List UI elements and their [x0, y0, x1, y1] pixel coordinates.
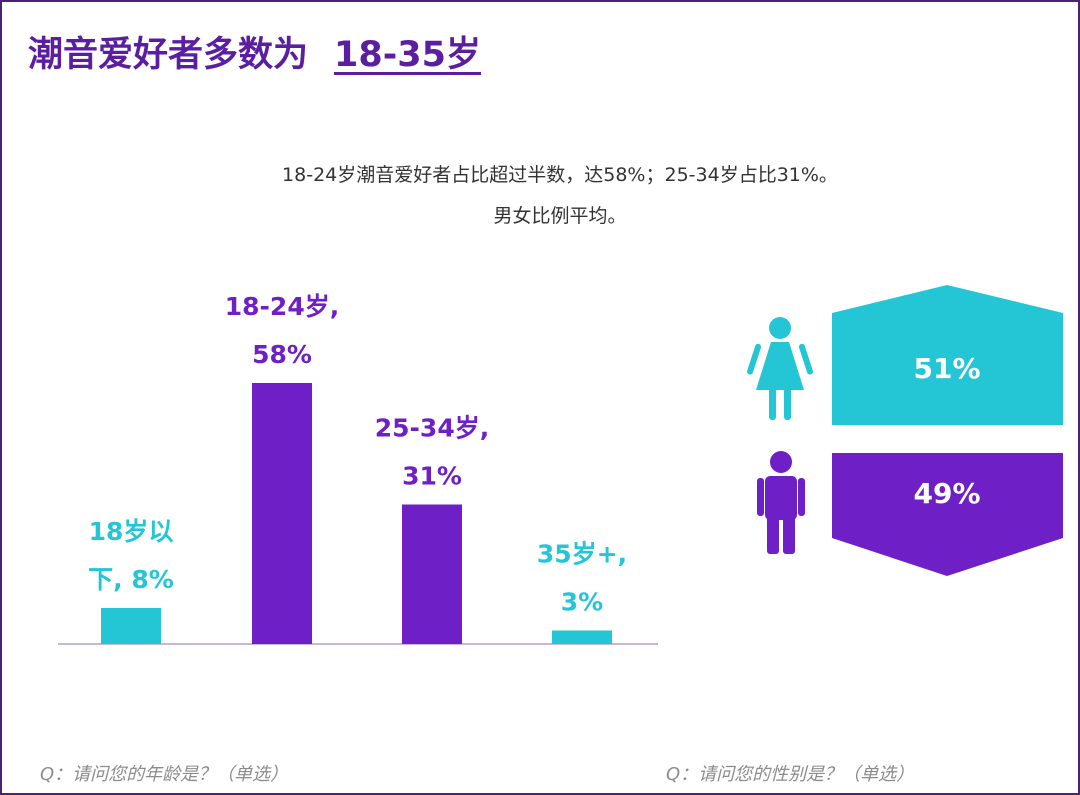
gender-pct-label-0: 51% [913, 352, 980, 385]
age-bar-label-2-1: 31% [402, 462, 462, 491]
title-range: 18-35岁 [334, 35, 481, 75]
age-bar-label-0-0: 18岁以 [89, 517, 174, 546]
gender-female-bar [832, 285, 1063, 425]
summary-line-1: 18-24岁潮音爱好者占比超过半数，达58%；25-34岁占比31%。 [282, 164, 838, 186]
gender-male-bar [832, 453, 1063, 576]
age-bar-label-3-0: 35岁+, [537, 540, 627, 569]
age-bar-label-1-0: 18-24岁, [225, 292, 339, 321]
title-main: 潮音爱好者多数为 [28, 35, 309, 75]
summary-line-2: 男女比例平均。 [493, 205, 627, 227]
female-icon [747, 317, 813, 420]
age-bar-2 [402, 504, 462, 644]
gender-question: Q：请问您的性别是？（单选） [666, 764, 915, 785]
age-bar-0 [101, 608, 161, 644]
age-bar-label-2-0: 25-34岁, [375, 414, 489, 443]
age-bar-label-3-1: 3% [561, 588, 603, 617]
age-bar-3 [552, 630, 612, 644]
age-question: Q：请问您的年龄是？（单选） [40, 764, 289, 785]
gender-pct-label-1: 49% [913, 477, 980, 510]
page-title: 潮音爱好者多数为 18-35岁 [28, 26, 481, 77]
age-bar-1 [252, 383, 312, 644]
age-bar-label-1-1: 58% [252, 340, 312, 369]
age-bar-label-0-1: 下, 8% [88, 565, 174, 594]
male-icon [757, 451, 805, 554]
